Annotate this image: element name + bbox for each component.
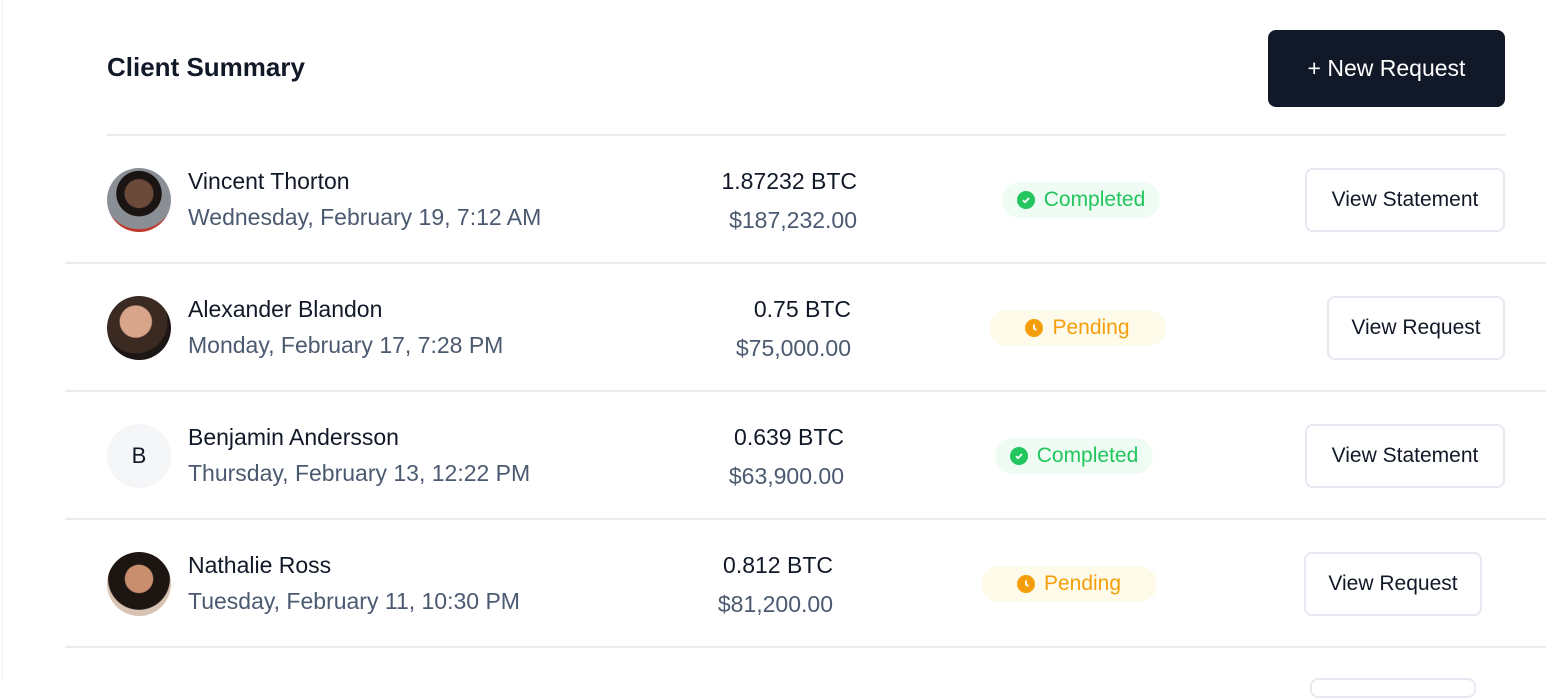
request-date: Tuesday, February 11, 10:30 PM	[188, 588, 520, 614]
status-label: Completed	[1043, 188, 1146, 211]
btc-amount: 1.87232 BTC	[721, 168, 857, 194]
list-item-partial	[0, 520, 1554, 648]
view-request-button[interactable]: View Request	[1327, 296, 1505, 360]
status-badge: Completed	[995, 438, 1153, 474]
amount: 0.812 BTC $81,200.00	[718, 552, 833, 618]
client-name: Nathalie Ross	[188, 552, 332, 578]
avatar: B	[107, 424, 171, 488]
btc-amount: 0.75 BTC	[753, 296, 851, 322]
list-item: Nathalie Ross Tuesday, February 11, 10:3…	[0, 520, 1554, 648]
status-badge: Completed	[1002, 182, 1160, 218]
request-date: Monday, February 17, 7:28 PM	[188, 332, 504, 358]
view-request-button[interactable]: View Request	[1304, 552, 1482, 616]
new-request-button[interactable]: + New Request	[1268, 30, 1505, 107]
check-circle-icon	[1016, 191, 1035, 209]
row-divider	[65, 262, 1546, 264]
btc-amount: 0.639 BTC	[734, 424, 844, 450]
check-circle-icon	[1009, 447, 1028, 465]
row-divider	[65, 646, 1546, 648]
status-label: Pending	[1052, 316, 1130, 339]
row-divider	[65, 518, 1546, 520]
client-name: Benjamin Andersson	[188, 424, 399, 450]
amount: 0.639 BTC $63,900.00	[729, 424, 844, 490]
panel-border	[2, 0, 3, 681]
client-name: Vincent Thorton	[188, 168, 350, 194]
view-statement-button[interactable]: View Statement	[1305, 424, 1505, 488]
client-name: Alexander Blandon	[188, 296, 383, 322]
status-label: Completed	[1036, 444, 1139, 467]
amount: 0.75 BTC $75,000.00	[736, 296, 851, 362]
request-date: Thursday, February 13, 12:22 PM	[188, 460, 531, 486]
request-date: Wednesday, February 19, 7:12 AM	[188, 204, 542, 230]
amount: 1.87232 BTC $187,232.00	[721, 168, 857, 234]
usd-amount: $187,232.00	[729, 207, 857, 233]
list-item: Vincent Thorton Wednesday, February 19, …	[0, 136, 1554, 264]
avatar-initial: B	[131, 443, 147, 468]
usd-amount: $81,200.00	[717, 591, 833, 617]
avatar	[107, 552, 171, 616]
avatar	[107, 168, 171, 232]
usd-amount: $63,900.00	[728, 463, 844, 489]
status-badge: Pending	[981, 566, 1157, 602]
clock-icon	[1016, 575, 1035, 593]
row-divider	[65, 390, 1546, 392]
clock-icon	[1025, 319, 1044, 337]
usd-amount: $75,000.00	[735, 335, 851, 361]
btc-amount: 0.812 BTC	[723, 552, 833, 578]
list-item: Alexander Blandon Monday, February 17, 7…	[0, 264, 1554, 392]
divider	[107, 134, 1505, 136]
list-item: B Benjamin Andersson Thursday, February …	[0, 392, 1554, 520]
status-badge: Pending	[989, 310, 1166, 346]
avatar	[107, 296, 171, 360]
action-button-partial[interactable]	[1310, 678, 1476, 698]
view-statement-button[interactable]: View Statement	[1305, 168, 1505, 232]
status-label: Pending	[1043, 572, 1122, 595]
page-title: Client Summary	[107, 52, 305, 82]
